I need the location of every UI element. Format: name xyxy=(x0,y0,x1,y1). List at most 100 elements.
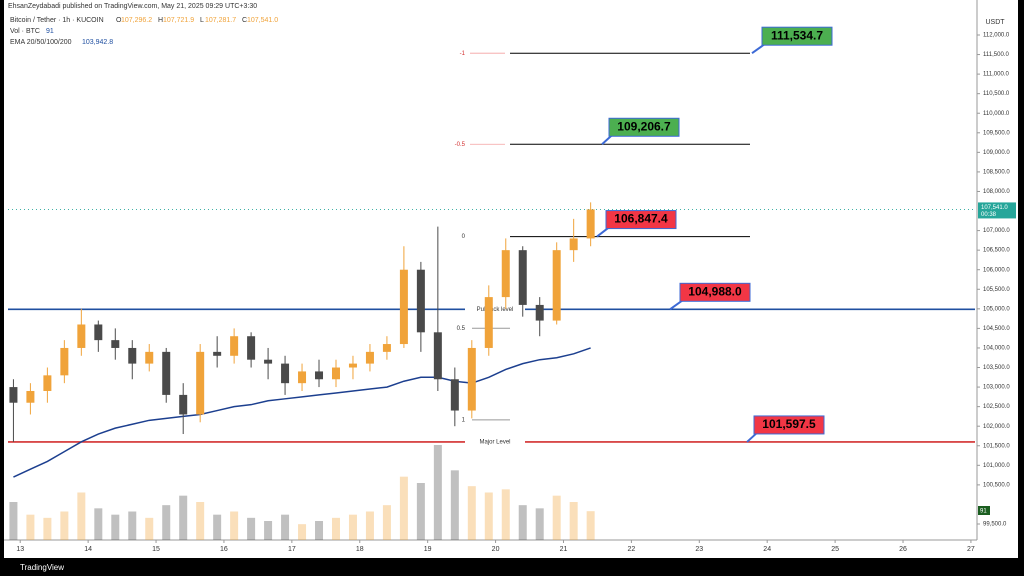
candle-body xyxy=(145,351,154,364)
fib-level-label: -1 xyxy=(460,51,466,57)
candle-body xyxy=(399,269,408,345)
candle-body xyxy=(196,351,205,415)
candle-body xyxy=(569,238,578,251)
y-tick-label: 100,500.0 xyxy=(983,482,1010,488)
y-tick-label: 110,500.0 xyxy=(983,91,1010,97)
candle-body xyxy=(9,387,18,403)
ohlc-letter: C xyxy=(242,17,247,24)
volume-bar xyxy=(281,514,290,540)
y-tick-label: 106,000.0 xyxy=(983,267,1010,273)
x-tick-label: 13 xyxy=(16,546,24,553)
volume-bar xyxy=(94,508,103,540)
volume-badge xyxy=(978,506,990,515)
y-tick-label: 103,500.0 xyxy=(983,365,1010,371)
candle-body xyxy=(26,390,35,403)
x-tick-label: 16 xyxy=(220,546,228,553)
candle-body xyxy=(365,351,374,364)
candle-body xyxy=(586,209,595,239)
last-price-badge xyxy=(978,202,1016,219)
x-tick-label: 18 xyxy=(356,546,364,553)
x-tick-label: 15 xyxy=(152,546,160,553)
candle-body xyxy=(518,250,527,305)
x-tick-label: 21 xyxy=(560,546,568,553)
y-tick-label: 112,000.0 xyxy=(983,33,1010,39)
candle-body xyxy=(433,332,442,380)
volume-bar xyxy=(111,514,120,540)
level-label: Major Level xyxy=(479,440,510,446)
ema-value: 103,942.8 xyxy=(82,39,113,46)
candle-body xyxy=(247,336,256,360)
symbol: Bitcoin / Tether · 1h · KUCOIN xyxy=(10,17,104,24)
volume-bar xyxy=(315,521,324,540)
volume-bar xyxy=(145,517,154,540)
callout-box xyxy=(608,117,680,137)
y-tick-label: 106,500.0 xyxy=(983,248,1010,254)
last-price: 107,541.0 xyxy=(981,205,1008,211)
y-tick-label: 109,500.0 xyxy=(983,130,1010,136)
volume-badge-text: 91 xyxy=(980,509,987,515)
candle-body xyxy=(94,324,103,341)
candle-body xyxy=(535,304,544,321)
volume-bar xyxy=(264,521,273,540)
volume-bar xyxy=(569,502,578,540)
candle-body xyxy=(467,347,476,411)
volume-bar xyxy=(43,517,52,540)
ohlc-letter: H xyxy=(158,17,163,24)
candle-body xyxy=(213,351,222,356)
y-tick-label: 101,500.0 xyxy=(983,443,1010,449)
y-tick-label: 108,000.0 xyxy=(983,189,1010,195)
volume-bar xyxy=(196,502,205,540)
candle-body xyxy=(111,340,120,348)
ohlc-value: 107,296.2 xyxy=(121,17,152,24)
candle-body xyxy=(484,297,493,348)
candle-body xyxy=(281,363,290,384)
candle-body xyxy=(348,363,357,368)
countdown: 00:38 xyxy=(981,212,997,218)
candle-body xyxy=(501,250,510,298)
x-tick-label: 19 xyxy=(424,546,432,553)
ema-line xyxy=(13,347,591,478)
volume-label: Vol · BTC xyxy=(10,28,40,35)
x-tick-label: 20 xyxy=(492,546,500,553)
y-tick-label: 108,500.0 xyxy=(983,169,1010,175)
candle-body xyxy=(264,359,273,364)
x-tick-label: 14 xyxy=(84,546,92,553)
volume-bar xyxy=(179,495,188,540)
y-tick-label: 111,000.0 xyxy=(983,72,1009,78)
candle-body xyxy=(230,336,239,356)
volume-bar xyxy=(247,517,256,540)
candle-body xyxy=(179,394,188,415)
callout-box xyxy=(761,26,833,46)
volume-bar xyxy=(9,502,18,540)
ohlc-letter: L xyxy=(200,17,204,24)
volume-bar xyxy=(586,511,595,540)
x-tick-label: 25 xyxy=(831,546,839,553)
candle-body xyxy=(416,269,425,333)
candle-body xyxy=(43,375,52,391)
volume-bar xyxy=(77,492,86,540)
footer-bar xyxy=(0,558,1024,576)
footer-brand: TradingView xyxy=(20,563,64,572)
ohlc-value: 107,721.9 xyxy=(163,17,194,24)
volume-bar xyxy=(128,511,137,540)
volume-bar xyxy=(365,511,374,540)
candle-body xyxy=(382,344,391,352)
currency: USDT xyxy=(985,19,1005,26)
ema-label: EMA 20/50/100/200 xyxy=(10,39,72,46)
candle-body xyxy=(315,371,324,380)
volume-bar xyxy=(331,517,340,540)
fib-level-label: 1 xyxy=(462,418,466,424)
x-tick-label: 24 xyxy=(763,546,771,553)
fib-level-label: 0 xyxy=(462,234,466,240)
candle-body xyxy=(77,324,86,348)
x-tick-label: 22 xyxy=(627,546,635,553)
volume-bar xyxy=(552,495,561,540)
volume-bar xyxy=(484,492,493,540)
y-tick-label: 105,000.0 xyxy=(983,306,1010,312)
x-tick-label: 23 xyxy=(695,546,703,553)
volume-bar xyxy=(518,505,527,540)
volume-bar xyxy=(501,489,510,540)
volume-value: 91 xyxy=(46,28,54,35)
